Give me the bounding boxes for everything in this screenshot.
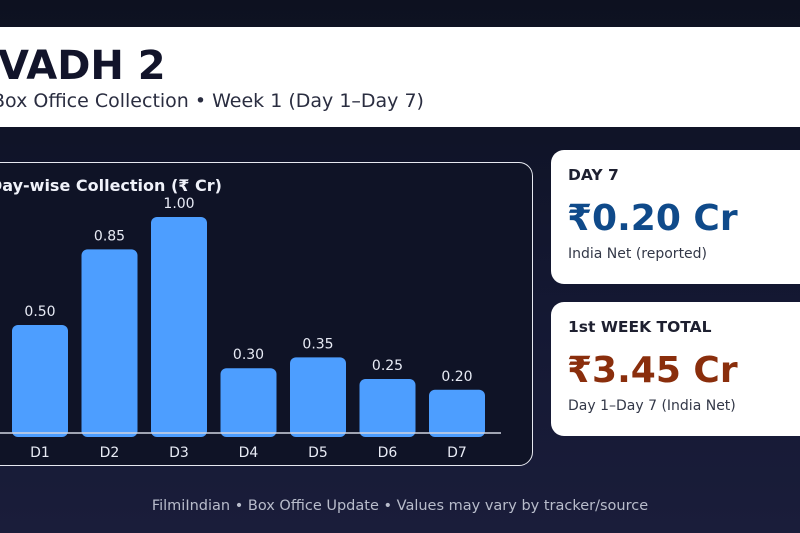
x-tick-label: D2 [100, 445, 120, 461]
bar-value-label: 0.30 [233, 347, 264, 363]
bar-D3 [151, 217, 207, 437]
x-tick-label: D7 [447, 445, 467, 461]
bar-value-label: 0.20 [441, 369, 472, 385]
bar-chart: 0.50 D1 0.85 D2 1.00 D3 0.30 D4 0.35 D5 0.25 D6 0.20… [0, 196, 501, 461]
chart-title: Day-wise Collection (₹ Cr) [0, 176, 222, 195]
x-tick-label: D5 [308, 445, 328, 461]
bar-D6 [359, 379, 416, 437]
bar-D4 [220, 368, 277, 437]
x-tick-label: D4 [239, 445, 259, 461]
card-note: India Net (reported) [568, 246, 708, 262]
x-tick-label: D6 [378, 445, 398, 461]
bar-value-label: 0.85 [94, 228, 125, 244]
x-tick-label: D1 [30, 445, 50, 461]
bar-value-label: 0.50 [24, 304, 55, 320]
bar-value-label: 0.25 [372, 358, 403, 374]
bar-D5 [290, 357, 346, 437]
footer-note: FilmiIndian • Box Office Update • Values… [151, 498, 649, 514]
bar-value-label: 0.35 [302, 336, 333, 352]
header-band: VADH 2 Box Office Collection • Week 1 (D… [0, 27, 800, 127]
card-value: ₹0.20 Cr [567, 198, 738, 239]
bar-value-label: 1.00 [163, 196, 194, 212]
bar-D7 [429, 389, 485, 437]
page-subtitle: Box Office Collection • Week 1 (Day 1–Da… [0, 90, 424, 112]
bar-D1 [12, 325, 68, 437]
card-label: 1st WEEK TOTAL [568, 318, 712, 336]
x-tick-label: D3 [169, 445, 189, 461]
card-label: DAY 7 [568, 166, 619, 184]
page-title: VADH 2 [0, 43, 166, 89]
bar-D2 [81, 249, 138, 437]
card-value: ₹3.45 Cr [567, 350, 738, 391]
card-note: Day 1–Day 7 (India Net) [568, 398, 736, 414]
week-total-card: 1st WEEK TOTAL ₹3.45 Cr Day 1–Day 7 (Ind… [551, 302, 800, 436]
day7-card: DAY 7 ₹0.20 Cr India Net (reported) [551, 150, 800, 284]
